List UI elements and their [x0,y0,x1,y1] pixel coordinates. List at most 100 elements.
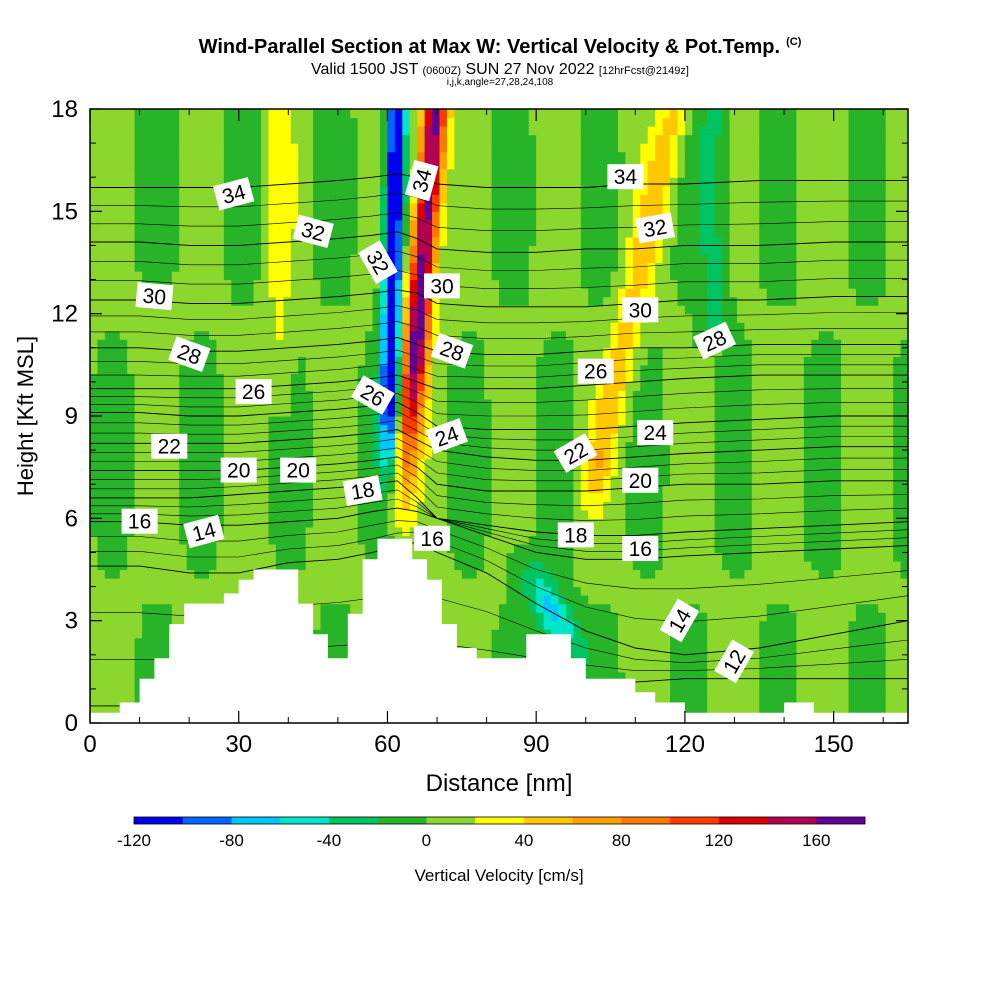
w-cell [439,160,448,170]
w-cell [365,143,374,153]
w-cell [179,143,188,153]
w-cell [104,271,113,281]
w-cell [580,228,589,238]
w-cell [565,296,574,306]
w-cell [313,194,322,204]
w-cell [142,305,151,315]
w-cell [90,322,99,332]
w-cell [446,177,455,187]
w-cell [499,373,508,383]
w-cell [588,117,597,127]
w-cell [469,569,478,579]
w-cell [298,262,307,272]
w-cell [119,398,128,409]
w-cell [186,219,195,229]
w-cell [484,475,493,485]
w-cell [283,296,292,306]
w-cell [469,202,478,212]
w-cell [469,322,478,332]
w-cell [536,177,545,187]
w-cell [461,518,470,528]
w-cell [387,441,396,451]
w-cell [290,330,299,340]
w-cell [275,441,284,451]
w-cell [558,143,567,153]
w-cell [357,168,366,178]
w-cell [149,543,158,554]
w-cell [298,518,307,528]
w-cell [424,467,433,477]
w-cell [134,620,143,630]
w-cell [551,219,560,229]
w-cell [171,288,180,298]
w-cell [580,117,589,127]
w-cell [298,364,307,374]
w-cell [208,253,218,264]
w-cell [231,262,240,272]
w-cell [432,552,441,562]
w-cell [402,475,411,485]
w-cell [179,560,188,571]
w-cell [357,109,366,119]
w-cell [387,151,396,161]
w-cell [521,450,530,460]
w-cell [104,663,113,673]
w-cell [446,467,455,477]
w-cell [298,450,307,460]
w-cell [454,407,463,417]
w-cell [595,245,604,255]
w-cell [595,458,604,468]
w-cell [149,416,158,426]
w-cell [558,578,567,588]
w-cell [313,134,322,144]
w-cell [156,526,165,536]
w-cell [313,356,322,366]
w-cell [298,356,307,366]
w-cell [246,109,255,119]
w-cell [231,407,240,417]
w-cell [201,381,210,392]
w-cell [335,381,344,392]
w-cell [580,134,589,144]
w-cell [499,629,508,639]
w-cell [216,288,225,298]
w-cell [223,501,232,511]
w-cell [134,364,143,374]
w-cell [320,560,329,571]
w-cell [156,543,165,554]
w-cell [275,364,284,374]
w-cell [104,279,113,289]
w-cell [164,211,173,221]
w-cell [104,552,113,562]
w-cell [134,467,143,477]
w-cell [305,381,314,392]
w-cell [409,492,418,502]
w-cell [171,424,180,434]
w-cell [402,501,411,511]
w-cell [528,441,537,451]
w-cell [119,271,128,281]
w-cell [394,305,403,315]
w-cell [149,322,158,332]
w-cell [536,271,545,281]
w-cell [469,560,478,571]
w-cell [104,373,113,383]
w-cell [424,484,433,494]
w-cell [350,109,359,119]
w-cell [409,126,418,136]
w-cell [171,543,180,554]
w-cell [402,126,411,136]
w-cell [142,416,151,426]
w-cell [246,253,255,264]
w-cell [484,296,493,306]
w-cell [491,526,500,536]
w-cell [484,271,493,281]
w-cell [558,262,567,272]
w-cell [305,390,314,400]
w-cell [350,560,359,571]
w-cell [223,305,232,315]
w-cell [216,245,225,255]
w-cell [372,441,381,451]
w-cell [491,416,500,426]
w-cell [513,236,522,247]
